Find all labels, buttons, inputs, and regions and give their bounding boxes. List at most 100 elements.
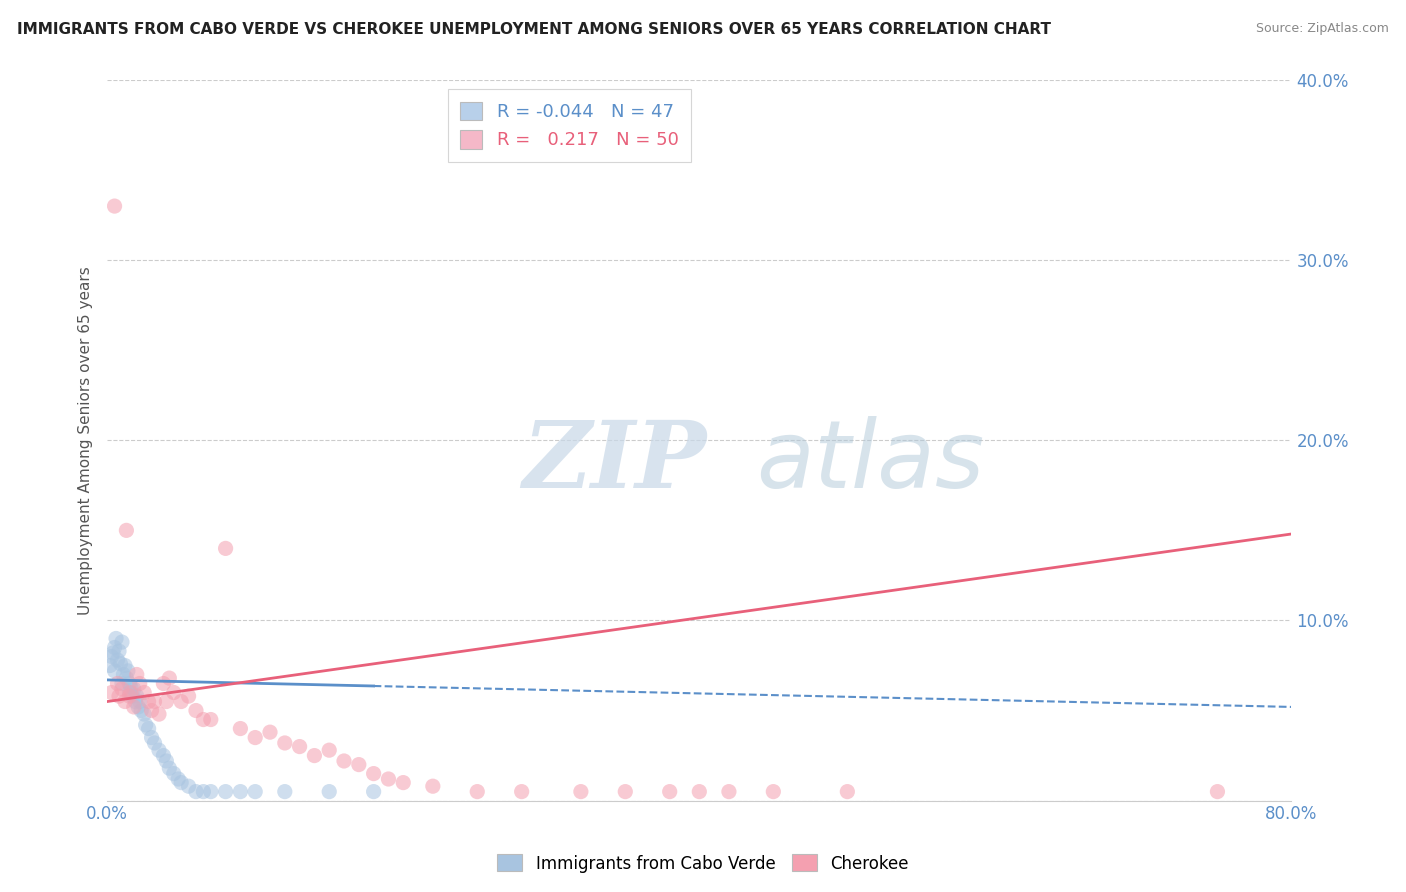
Point: [214, 784, 236, 798]
Point: [214, 541, 236, 556]
Point: [117, 664, 139, 678]
Point: [193, 713, 215, 727]
Point: [163, 766, 186, 780]
Point: [170, 694, 193, 708]
Text: ZIP: ZIP: [522, 417, 706, 507]
Point: [347, 757, 370, 772]
Point: [143, 736, 166, 750]
Point: [288, 739, 311, 754]
Y-axis label: Unemployment Among Seniors over 65 years: Unemployment Among Seniors over 65 years: [79, 266, 93, 615]
Point: [688, 784, 710, 798]
Point: [111, 635, 134, 649]
Point: [392, 775, 415, 789]
Point: [148, 743, 170, 757]
Point: [141, 731, 163, 745]
Point: [120, 680, 142, 694]
Point: [155, 754, 177, 768]
Legend: R = -0.044   N = 47, R =   0.217   N = 50: R = -0.044 N = 47, R = 0.217 N = 50: [447, 89, 692, 162]
Point: [177, 779, 200, 793]
Point: [128, 676, 150, 690]
Point: [114, 658, 136, 673]
Point: [193, 784, 215, 798]
Point: [100, 649, 122, 664]
Point: [103, 664, 125, 678]
Point: [184, 784, 207, 798]
Point: [333, 754, 356, 768]
Point: [717, 784, 740, 798]
Point: [115, 671, 138, 685]
Point: [134, 685, 156, 699]
Point: [658, 784, 681, 798]
Point: [167, 772, 190, 786]
Point: [318, 743, 340, 757]
Point: [304, 748, 326, 763]
Point: [318, 784, 340, 798]
Legend: Immigrants from Cabo Verde, Cherokee: Immigrants from Cabo Verde, Cherokee: [491, 847, 915, 880]
Point: [152, 748, 174, 763]
Point: [177, 689, 200, 703]
Point: [569, 784, 592, 798]
Point: [762, 784, 785, 798]
Text: atlas: atlas: [756, 417, 984, 508]
Point: [170, 775, 193, 789]
Point: [127, 700, 149, 714]
Point: [148, 707, 170, 722]
Point: [200, 713, 222, 727]
Point: [163, 685, 186, 699]
Point: [363, 784, 385, 798]
Point: [465, 784, 488, 798]
Text: Source: ZipAtlas.com: Source: ZipAtlas.com: [1256, 22, 1389, 36]
Point: [103, 640, 125, 655]
Point: [614, 784, 637, 798]
Point: [124, 694, 146, 708]
Point: [157, 761, 180, 775]
Point: [114, 694, 136, 708]
Point: [837, 784, 859, 798]
Point: [245, 784, 267, 798]
Point: [118, 685, 141, 699]
Point: [122, 681, 145, 696]
Point: [100, 685, 122, 699]
Point: [155, 694, 177, 708]
Point: [107, 653, 129, 667]
Point: [259, 725, 281, 739]
Point: [107, 676, 129, 690]
Point: [128, 694, 150, 708]
Point: [110, 657, 132, 671]
Point: [229, 784, 252, 798]
Point: [135, 718, 157, 732]
Point: [143, 694, 166, 708]
Point: [1206, 784, 1229, 798]
Point: [112, 667, 135, 681]
Point: [108, 644, 131, 658]
Point: [115, 524, 138, 538]
Point: [377, 772, 399, 786]
Point: [138, 722, 160, 736]
Point: [125, 667, 148, 681]
Point: [363, 766, 385, 780]
Point: [111, 681, 134, 696]
Point: [510, 784, 533, 798]
Point: [118, 689, 141, 703]
Point: [229, 722, 252, 736]
Point: [101, 646, 124, 660]
Point: [98, 658, 121, 673]
Point: [141, 704, 163, 718]
Point: [157, 671, 180, 685]
Point: [103, 199, 125, 213]
Point: [129, 704, 152, 718]
Point: [184, 704, 207, 718]
Point: [274, 784, 297, 798]
Point: [108, 689, 131, 703]
Point: [274, 736, 297, 750]
Point: [138, 694, 160, 708]
Text: IMMIGRANTS FROM CABO VERDE VS CHEROKEE UNEMPLOYMENT AMONG SENIORS OVER 65 YEARS : IMMIGRANTS FROM CABO VERDE VS CHEROKEE U…: [17, 22, 1050, 37]
Point: [120, 685, 142, 699]
Point: [245, 731, 267, 745]
Point: [111, 676, 134, 690]
Point: [422, 779, 444, 793]
Point: [200, 784, 222, 798]
Point: [121, 689, 143, 703]
Point: [152, 676, 174, 690]
Point: [122, 700, 145, 714]
